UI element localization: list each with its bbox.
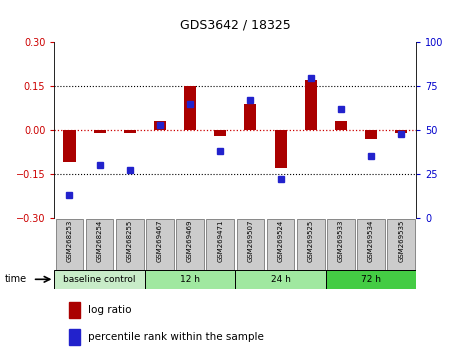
Text: 72 h: 72 h [361, 275, 381, 284]
Bar [395, 130, 407, 133]
FancyBboxPatch shape [327, 219, 355, 270]
Text: GSM269533: GSM269533 [338, 220, 344, 262]
FancyBboxPatch shape [86, 219, 114, 270]
Text: GSM269535: GSM269535 [398, 220, 404, 262]
Bar [305, 80, 317, 130]
FancyBboxPatch shape [357, 219, 385, 270]
FancyBboxPatch shape [236, 219, 264, 270]
Text: GSM269524: GSM269524 [278, 220, 283, 262]
Bar [94, 130, 105, 133]
Bar [69, 302, 80, 318]
Text: 12 h: 12 h [180, 275, 200, 284]
Bar [214, 130, 226, 136]
Text: GSM268255: GSM268255 [127, 220, 133, 262]
Text: log ratio: log ratio [88, 305, 131, 315]
Text: GSM268254: GSM268254 [96, 220, 103, 262]
Text: time: time [5, 274, 27, 284]
Text: GSM269469: GSM269469 [187, 220, 193, 262]
Bar [365, 130, 377, 139]
FancyBboxPatch shape [387, 219, 415, 270]
FancyBboxPatch shape [235, 270, 326, 289]
Bar [184, 86, 196, 130]
Text: 24 h: 24 h [271, 275, 290, 284]
FancyBboxPatch shape [56, 219, 83, 270]
Bar [69, 329, 80, 345]
FancyBboxPatch shape [267, 219, 294, 270]
Text: GSM268253: GSM268253 [67, 220, 72, 262]
Text: GDS3642 / 18325: GDS3642 / 18325 [180, 19, 291, 32]
FancyBboxPatch shape [326, 270, 416, 289]
Text: GSM269471: GSM269471 [217, 220, 223, 262]
Text: GSM269507: GSM269507 [247, 220, 254, 262]
FancyBboxPatch shape [206, 219, 234, 270]
Text: GSM269467: GSM269467 [157, 220, 163, 262]
Text: GSM269534: GSM269534 [368, 220, 374, 262]
Bar [63, 130, 76, 162]
FancyBboxPatch shape [145, 270, 235, 289]
FancyBboxPatch shape [176, 219, 204, 270]
FancyBboxPatch shape [297, 219, 324, 270]
Text: GSM269525: GSM269525 [308, 220, 314, 262]
FancyBboxPatch shape [54, 270, 145, 289]
Bar [245, 104, 256, 130]
Bar [124, 130, 136, 133]
FancyBboxPatch shape [146, 219, 174, 270]
Bar [274, 130, 287, 168]
Text: baseline control: baseline control [63, 275, 136, 284]
Bar [335, 121, 347, 130]
Text: percentile rank within the sample: percentile rank within the sample [88, 332, 263, 342]
FancyBboxPatch shape [116, 219, 144, 270]
Bar [154, 121, 166, 130]
